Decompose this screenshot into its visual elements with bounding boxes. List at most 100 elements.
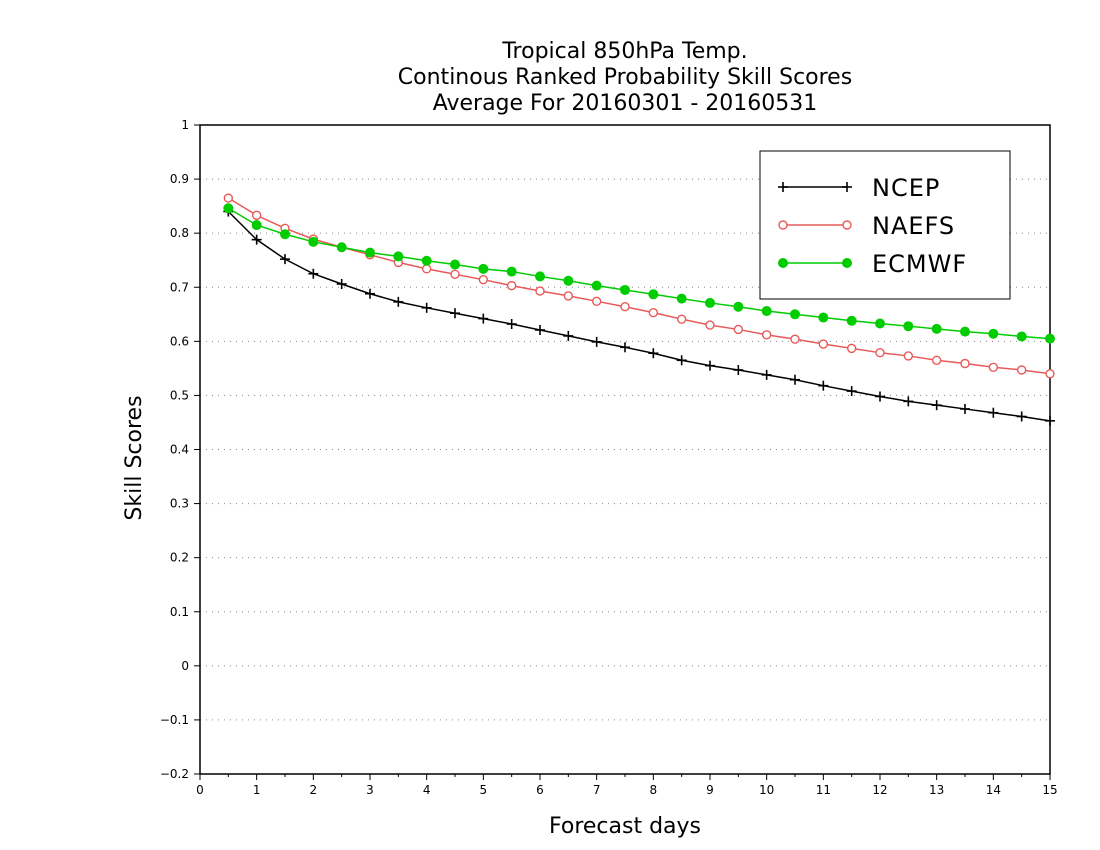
legend-label-naefs: NAEFS (872, 212, 955, 240)
legend-item-ecmwf: ECMWF (778, 250, 967, 278)
data-point-ecmwf (223, 203, 234, 214)
data-point-ncep (761, 369, 772, 380)
legend-marker-end (842, 182, 852, 192)
y-tick-label: 0.8 (170, 226, 189, 240)
data-point-naefs (535, 286, 545, 296)
data-point-ecmwf (790, 309, 800, 320)
data-point-naefs (988, 362, 999, 372)
data-point-ncep (1045, 415, 1055, 426)
data-point-ncep (988, 407, 999, 418)
data-point-naefs (251, 210, 262, 221)
data-point-naefs (903, 351, 914, 361)
x-tick-label: 3 (366, 783, 374, 797)
x-tick-label: 9 (706, 783, 714, 797)
data-point-ncep (620, 342, 630, 353)
x-tick-label: 8 (650, 783, 658, 797)
y-tick-label: −0.1 (160, 713, 189, 727)
plot-frame (199, 124, 1051, 775)
x-tick-label: 4 (423, 783, 431, 797)
data-point-ncep (393, 296, 404, 307)
y-tick-label: 0.7 (170, 280, 189, 294)
data-point-naefs (591, 296, 602, 307)
x-tick-label: 1 (253, 783, 261, 797)
data-point-ecmwf (563, 275, 574, 286)
title-line-2: Continous Ranked Probability Skill Score… (398, 65, 852, 90)
data-point-naefs (648, 307, 659, 318)
data-point-ncep (308, 268, 319, 279)
data-point-ncep (1016, 411, 1027, 422)
series-ecmwf (223, 203, 1055, 344)
legend-marker-end (842, 220, 852, 230)
data-point-naefs (818, 339, 829, 349)
x-tick-label: 13 (929, 783, 944, 797)
legend-label-ecmwf: ECMWF (872, 250, 967, 278)
data-point-naefs (421, 264, 432, 274)
x-tick-label: 2 (310, 783, 318, 797)
title-line-1: Tropical 850hPa Temp. (501, 39, 747, 64)
data-point-ecmwf (421, 255, 432, 266)
y-tick-label: −0.2 (160, 767, 189, 781)
data-point-ncep (280, 254, 290, 265)
legend-item-ncep: NCEP (778, 174, 939, 202)
data-point-naefs (450, 269, 460, 279)
data-point-ncep (535, 324, 545, 335)
data-point-ecmwf (591, 280, 602, 291)
data-point-ecmwf (393, 251, 404, 262)
x-tick-label: 10 (759, 783, 774, 797)
legend: NCEP NAEFS ECMWF (759, 150, 1011, 300)
data-point-naefs (223, 193, 234, 203)
data-point-ecmwf (818, 312, 829, 323)
y-tick-label: 1 (181, 118, 189, 132)
data-point-ecmwf (676, 293, 687, 304)
data-point-naefs (478, 274, 489, 285)
legend-marker-start (778, 220, 788, 230)
data-point-naefs (790, 334, 800, 344)
data-point-ecmwf (506, 266, 517, 277)
y-tick-label: 0.5 (170, 388, 189, 402)
data-point-ecmwf (365, 247, 375, 258)
data-point-ecmwf (705, 297, 715, 308)
x-tick-label: 7 (593, 783, 601, 797)
data-point-ncep (733, 364, 744, 375)
axis-ticks: −0.2−0.100.10.20.30.40.50.60.70.80.910 1 2… (160, 118, 1058, 797)
legend-item-naefs: NAEFS (778, 212, 955, 240)
x-tick-label: 15 (1042, 783, 1057, 797)
data-point-naefs (846, 343, 857, 354)
data-point-naefs (620, 302, 630, 312)
y-tick-label: 0.9 (170, 172, 189, 186)
data-point-ncep (790, 374, 800, 385)
chart-title: Tropical 850hPa Temp. Continous Ranked P… (398, 39, 852, 116)
data-point-ncep (903, 396, 914, 407)
data-point-ncep (365, 288, 375, 299)
data-point-ncep (846, 386, 857, 397)
data-point-ecmwf (620, 284, 630, 295)
x-tick-label: 0 (196, 783, 204, 797)
x-tick-label: 14 (986, 783, 1001, 797)
data-point-naefs (676, 314, 687, 324)
data-point-ecmwf (648, 289, 659, 300)
y-tick-label: 0.1 (170, 605, 189, 619)
data-point-ecmwf (761, 306, 772, 317)
y-tick-label: 0.3 (170, 497, 189, 511)
data-point-ncep (648, 348, 659, 359)
y-tick-label: 0.4 (170, 443, 189, 457)
x-tick-label: 11 (816, 783, 831, 797)
data-point-ncep (591, 336, 602, 347)
x-axis-label: Forecast days (549, 814, 701, 839)
data-point-ncep (705, 360, 715, 371)
data-point-ecmwf (875, 318, 885, 329)
data-point-ecmwf (280, 229, 290, 240)
data-point-ecmwf (1016, 331, 1027, 342)
data-point-ncep (563, 330, 574, 341)
legend-marker-end (842, 258, 852, 268)
series-ncep (223, 206, 1055, 426)
data-point-naefs (931, 355, 942, 365)
legend-marker-start (778, 258, 788, 268)
data-point-ncep (931, 400, 942, 411)
data-point-naefs (875, 347, 885, 358)
data-point-ncep (875, 391, 885, 402)
y-tick-label: 0 (181, 659, 189, 673)
data-point-ecmwf (251, 220, 262, 231)
data-point-ncep (450, 308, 460, 319)
data-point-ncep (421, 302, 432, 313)
